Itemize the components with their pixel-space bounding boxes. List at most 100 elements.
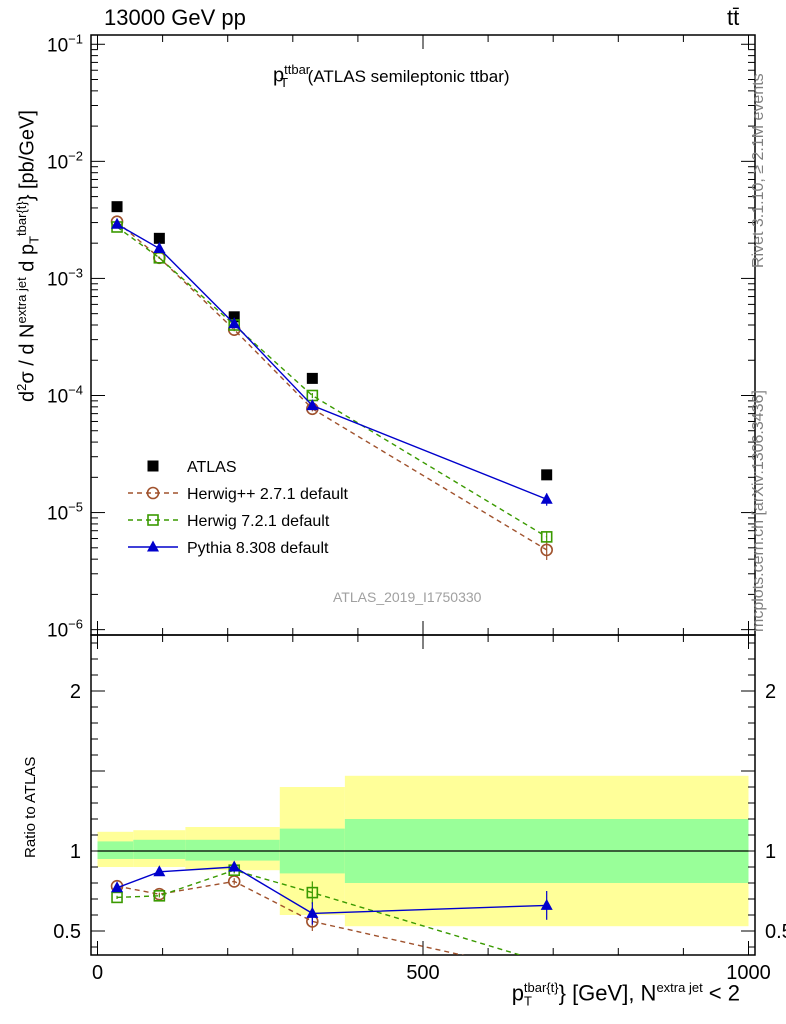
ylabel-two: 2 <box>14 383 29 391</box>
data-point-square <box>228 311 240 323</box>
y-tick-base: 10 <box>47 152 68 173</box>
plot-title-rest: (ATLAS semileptonic ttbar) <box>307 66 510 86</box>
data-point-square <box>111 201 123 213</box>
energy-label: 13000 GeV pp <box>104 5 246 30</box>
y-tick-base: 10 <box>47 621 68 642</box>
y-tick-label: 10−3 <box>47 265 83 290</box>
data-point-triangle <box>540 898 553 910</box>
data-point-open-square <box>147 514 159 526</box>
ratio-bands <box>97 775 749 927</box>
y-tick-label: 10−6 <box>47 617 83 642</box>
y-tick-exponent: −1 <box>68 31 83 46</box>
y-tick-label: 10−2 <box>47 148 83 173</box>
uncertainty-band-green-1 <box>133 839 186 859</box>
plot-title: pttbarT (ATLAS semileptonic ttbar) <box>273 62 510 90</box>
ratio-y-axis-label: Ratio to ATLAS <box>22 756 39 858</box>
ratio-y-tick-label-right: 2 <box>765 681 776 703</box>
ylabel-dp: d p <box>16 243 39 278</box>
uncertainty-band-green-0 <box>97 841 134 859</box>
series-3 <box>111 217 553 506</box>
data-point-square <box>306 372 318 384</box>
ratio-y-tick-label: 1 <box>70 841 81 863</box>
data-point-circle <box>227 875 241 888</box>
ylabel-sigma: σ / d N <box>16 323 39 384</box>
series-line <box>116 221 548 551</box>
legend: ATLAS Herwig++ 2.7.1 default Herwig 7.2.1 … <box>128 459 349 557</box>
data-point-circle <box>146 486 160 500</box>
data-point-triangle <box>153 865 166 877</box>
y-tick-exponent: −2 <box>68 148 83 163</box>
ylabel-t: T <box>26 235 42 244</box>
x-ticks: 0 500 1000 <box>92 35 771 984</box>
ratio-y-tick-label: 0.5 <box>53 921 81 943</box>
uncertainty-band-green-2 <box>185 839 280 861</box>
y-tick-label: 10−5 <box>47 500 83 525</box>
data-point-square <box>147 460 159 472</box>
y-tick-label: 10−4 <box>47 382 83 407</box>
data-point-open-square <box>542 958 552 968</box>
main-series <box>110 201 553 560</box>
y-tick-exponent: −3 <box>68 265 83 280</box>
data-point-triangle <box>111 217 124 229</box>
main-y-ticks: 10−110−210−310−410−510−6 <box>47 31 755 642</box>
ratio-y-ticks: 0.5 0.5 1 1 2 2 <box>53 642 786 948</box>
data-point-open-square <box>540 531 553 543</box>
data-point-triangle <box>228 317 241 329</box>
analysis-watermark: ATLAS_2019_I1750330 <box>333 589 482 605</box>
data-point-triangle <box>228 860 241 872</box>
y-tick-base: 10 <box>47 35 68 56</box>
data-point-square <box>153 232 165 244</box>
xlabel-tbar: tbar{t} <box>523 980 559 995</box>
xlabel-rest: } [GeV], N <box>558 980 657 1006</box>
data-point-triangle <box>306 399 319 411</box>
ratio-y-tick-label: 2 <box>70 681 81 703</box>
x-axis-label: pTtbar{t}} [GeV], Nextra jet < 2 <box>512 980 740 1009</box>
y-tick-exponent: −5 <box>68 500 83 515</box>
ratio-series-2 <box>111 860 553 925</box>
series-0 <box>111 201 553 481</box>
x-tick-label: 1000 <box>726 962 771 984</box>
data-point-circle <box>541 969 552 980</box>
x-tick-label: 500 <box>406 962 439 984</box>
ylabel-d: d <box>16 390 39 402</box>
data-point-open-square <box>111 891 123 904</box>
data-point-triangle <box>111 881 124 893</box>
legend-label: Herwig++ 2.7.1 default <box>187 486 349 503</box>
main-y-axis-label: d2σ / d Nextra jet d pTtbar{t}} [pb/GeV] <box>14 110 42 402</box>
xlabel-extra: extra jet <box>656 980 703 995</box>
xlabel-end: < 2 <box>702 980 740 1006</box>
plot-title-sup: ttbar <box>284 62 311 77</box>
process-label: tt̄ <box>727 5 740 30</box>
ylabel-extra: extra jet <box>14 277 29 324</box>
rivet-label: Rivet 3.1.10, ≥ 2.1M events <box>750 73 767 268</box>
data-point-triangle <box>540 492 553 504</box>
y-tick-base: 10 <box>47 386 68 407</box>
legend-label: ATLAS <box>187 459 237 476</box>
ylabel-units: } [pb/GeV] <box>16 110 39 202</box>
y-tick-base: 10 <box>47 504 68 525</box>
legend-label: Pythia 8.308 default <box>187 540 329 557</box>
xlabel-p: p <box>511 980 524 1006</box>
x-tick-label: 0 <box>92 962 103 984</box>
ratio-series <box>110 860 553 980</box>
ratio-y-tick-label-right: 0.5 <box>765 921 786 943</box>
plot-title-sub: T <box>280 74 289 90</box>
ylabel-tbar: tbar{t} <box>14 201 29 236</box>
xlabel-t: T <box>523 993 532 1009</box>
mcplots-label: mcplots.cern.ch [arXiv:1306.3436] <box>750 390 767 632</box>
y-tick-exponent: −4 <box>68 382 83 397</box>
data-point-open-square <box>153 889 166 902</box>
y-tick-base: 10 <box>47 269 68 290</box>
data-point-open-square <box>306 886 319 899</box>
data-point-circle <box>540 543 553 557</box>
data-point-triangle <box>306 906 319 918</box>
data-point-square <box>541 469 553 481</box>
data-point-triangle <box>153 242 166 254</box>
y-tick-exponent: −6 <box>68 617 83 632</box>
series-line <box>116 223 547 500</box>
y-tick-label: 10−1 <box>47 31 83 56</box>
plot-title-main: p <box>273 64 285 87</box>
ratio-y-tick-label-right: 1 <box>765 841 776 863</box>
legend-label: Herwig 7.2.1 default <box>187 513 330 530</box>
